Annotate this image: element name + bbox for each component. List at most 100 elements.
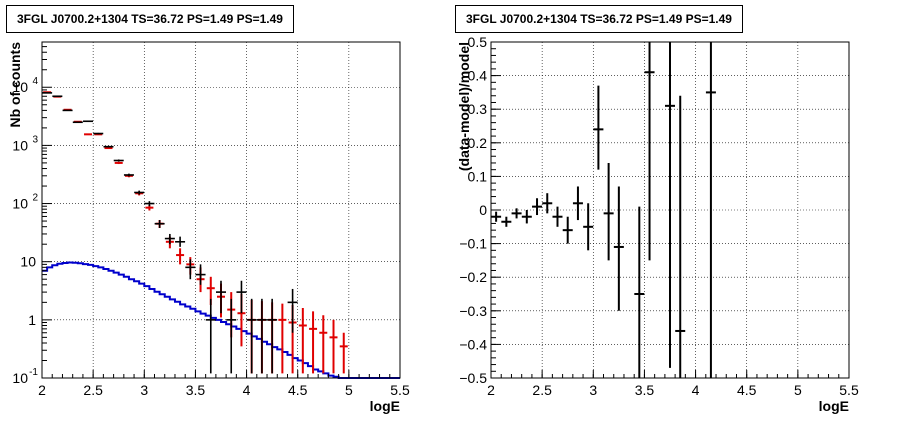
x-tick-label: 3 (140, 382, 148, 398)
y-tick-label: 10 (12, 196, 28, 212)
model-point (114, 161, 123, 165)
model-point (84, 133, 93, 136)
data-point (134, 190, 145, 195)
data-point (164, 233, 175, 245)
x-tick-label: 2.5 (532, 382, 552, 398)
y-tick-exponent: -1 (29, 367, 38, 378)
model-point (329, 319, 338, 374)
y-axis-title: Nb of counts (7, 42, 23, 128)
model-point (176, 248, 185, 265)
data-point (154, 220, 165, 228)
data-point (83, 120, 94, 123)
residual-point (521, 210, 532, 224)
x-axis-title: logE (819, 398, 849, 414)
residual-point (562, 216, 573, 244)
y-tick-label: −0.5 (459, 370, 487, 386)
y-tick-label: −0.3 (459, 303, 487, 319)
residual-point (593, 85, 604, 170)
residual-point (675, 95, 686, 378)
residual-point (705, 42, 716, 378)
data-point (226, 298, 237, 374)
x-tick-label: 2 (487, 382, 495, 398)
data-point (144, 201, 155, 207)
data-point (236, 280, 247, 314)
data-point (93, 132, 104, 135)
model-point (339, 332, 348, 374)
data-point (256, 298, 267, 374)
x-tick-label: 2 (38, 382, 46, 398)
residual-point (501, 216, 512, 227)
data-point (62, 109, 73, 112)
residual-point (572, 186, 583, 221)
y-tick-label: 0.1 (468, 168, 488, 184)
model-point (309, 311, 318, 374)
x-tick-label: 5 (794, 382, 802, 398)
data-point (103, 145, 114, 148)
x-tick-label: 5.5 (839, 382, 859, 398)
data-point (185, 259, 196, 280)
counts-title: 3FGL J0700.2+1304 TS=36.72 PS=1.49 PS=1.… (6, 5, 294, 33)
x-tick-label: 4 (692, 382, 700, 398)
y-tick-label: −0.2 (459, 269, 487, 285)
data-point (113, 159, 124, 162)
y-tick-label: −0.4 (459, 336, 487, 352)
model-point (319, 315, 328, 374)
y-tick-label: 1 (28, 312, 36, 328)
data-point (287, 288, 298, 333)
y-tick-label: 0.4 (468, 68, 488, 84)
plot-frame (41, 41, 401, 379)
x-tick-label: 5 (345, 382, 353, 398)
x-tick-label: 4.5 (288, 382, 308, 398)
x-tick-label: 3.5 (186, 382, 206, 398)
data-point (175, 236, 186, 247)
residual-title: 3FGL J0700.2+1304 TS=36.72 PS=1.49 PS=1.… (455, 5, 743, 33)
y-axis-title: (data-model)/model (456, 42, 472, 171)
x-tick-label: 5.5 (390, 382, 410, 398)
background-model-line (42, 261, 400, 379)
data-point (52, 95, 63, 98)
model-point (104, 147, 113, 150)
data-point (72, 121, 83, 124)
residual-point (552, 206, 563, 227)
y-tick-label: 0.3 (468, 101, 488, 117)
x-tick-label: 3.5 (635, 382, 655, 398)
residual-point (583, 203, 594, 251)
y-tick-label: 10 (12, 137, 28, 153)
residual-chart: 2 2.5 3 3.5 4 4.5 5 5.5 −0.5 −0.4 −0.3 −0.2 −0.1 0 0.1… (456, 34, 859, 414)
data-point (216, 280, 226, 314)
data-point (246, 298, 257, 374)
counts-panel: 2 2.5 3 3.5 4 4.5 5 5.5 10 -1 1 10 10 2 10 3 10 4 logE Nb o… (6, 5, 410, 414)
residual-point (511, 208, 522, 219)
x-tick-label: 4 (243, 382, 251, 398)
data-point (195, 264, 206, 285)
plot-area (42, 42, 400, 378)
residual-point (542, 193, 553, 214)
y-tick-label: 10 (20, 254, 36, 270)
residual-point (644, 42, 655, 261)
data-point (205, 298, 216, 374)
data-point (267, 298, 278, 374)
y-tick-label: 0.5 (468, 34, 488, 50)
model-point (278, 303, 287, 374)
residual-point (532, 198, 543, 216)
y-tick-label: 10 (12, 79, 28, 95)
y-tick-label: 0 (479, 202, 487, 218)
residual-panel: 2 2.5 3 3.5 4 4.5 5 5.5 −0.5 −0.4 −0.3 −0.2 −0.1 0 0.1… (449, 0, 898, 421)
y-tick-exponent: 4 (32, 76, 38, 87)
x-axis-title: logE (370, 398, 400, 414)
y-tick-label: −0.1 (459, 236, 487, 252)
data-point (123, 173, 134, 177)
residual-point (665, 42, 675, 368)
model-point (298, 307, 307, 374)
residual-point (603, 162, 614, 261)
x-tick-label: 2.5 (83, 382, 103, 398)
y-tick-label: 10 (12, 370, 28, 386)
x-tick-label: 3 (589, 382, 597, 398)
residual-point (634, 206, 645, 378)
y-tick-exponent: 2 (32, 193, 38, 204)
y-tick-exponent: 3 (32, 134, 38, 145)
residual-point (613, 186, 624, 311)
x-tick-label: 4.5 (737, 382, 757, 398)
y-tick-label: 0.2 (468, 135, 488, 151)
